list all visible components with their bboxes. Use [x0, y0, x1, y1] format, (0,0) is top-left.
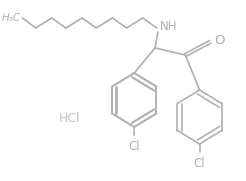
Text: O: O [214, 33, 224, 47]
Text: Cl: Cl [128, 140, 140, 153]
Text: Cl: Cl [194, 157, 205, 170]
Text: H₃C: H₃C [1, 13, 20, 23]
Text: NH: NH [160, 20, 177, 33]
Text: HCl: HCl [59, 111, 81, 125]
